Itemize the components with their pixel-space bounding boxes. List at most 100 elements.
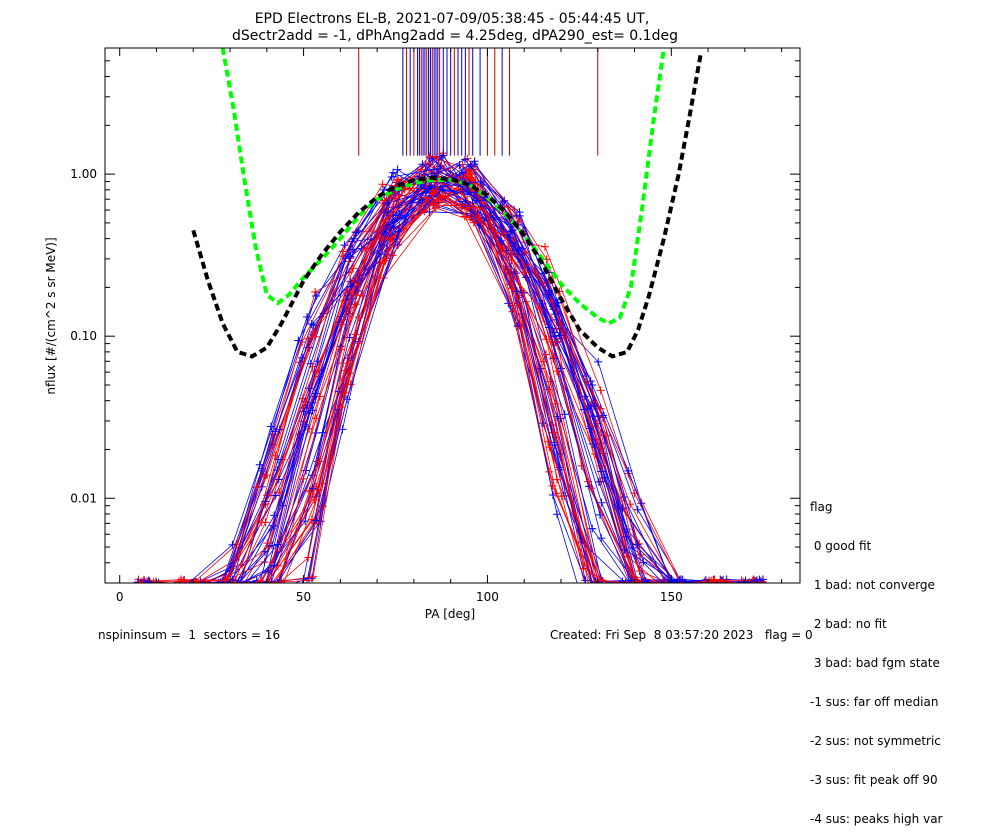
trace-point <box>508 225 517 234</box>
trace-point <box>575 587 583 595</box>
trace-point <box>252 483 261 492</box>
trace-point <box>389 168 398 177</box>
trace-point <box>263 588 271 596</box>
trace-point <box>512 287 521 296</box>
trace-point <box>753 584 761 592</box>
trace-point <box>594 477 603 486</box>
trace-line <box>176 164 706 583</box>
trace-point <box>520 268 529 277</box>
trace-point <box>465 213 474 222</box>
trace-point <box>216 591 224 599</box>
trace-point <box>717 584 725 592</box>
trace-point <box>154 587 162 595</box>
y-tick-label: 0.01 <box>70 491 97 505</box>
trace-line <box>198 173 639 583</box>
trace-point <box>713 585 721 593</box>
legend-item-bad-fgm: 3 bad: bad fgm state <box>810 656 940 670</box>
trace-line <box>191 188 727 583</box>
trace-point <box>716 591 724 599</box>
trace-point <box>178 590 186 598</box>
trace-point <box>221 591 229 599</box>
trace-point <box>596 582 598 583</box>
trace-point <box>180 590 188 598</box>
trace-point <box>232 586 240 594</box>
trace-point <box>219 578 228 583</box>
trace-point <box>751 584 759 592</box>
trace-line <box>189 172 714 583</box>
flag-legend: flag 0 good fit 1 bad: not converge 2 ba… <box>810 475 942 839</box>
trace-point <box>762 580 764 583</box>
trace-point <box>148 586 156 594</box>
trace-point <box>260 472 269 481</box>
trace-point <box>235 590 243 598</box>
trace-point <box>192 585 200 593</box>
trace-point <box>229 586 237 594</box>
trace-point <box>195 586 203 594</box>
trace-point <box>721 586 729 594</box>
trace-point <box>700 589 708 597</box>
trace-line <box>147 158 642 583</box>
trace-point <box>396 211 405 220</box>
trace-point <box>717 582 719 583</box>
trace-point <box>195 586 203 594</box>
trace-point <box>743 588 751 596</box>
trace-point <box>594 587 602 595</box>
trace-line <box>142 189 594 583</box>
trace-line <box>144 207 715 583</box>
trace-point <box>596 590 604 598</box>
trace-point <box>139 576 148 583</box>
trace-point <box>759 587 767 595</box>
y-tick-label: 1.00 <box>70 167 97 181</box>
trace-point <box>637 588 645 596</box>
trace-point <box>390 217 399 226</box>
trace-point <box>273 579 282 583</box>
trace-point <box>305 576 314 583</box>
trace-point <box>220 589 228 597</box>
trace-point <box>176 583 184 591</box>
footer-left: nspininsum = 1 sectors = 16 <box>98 628 281 642</box>
trace-point <box>714 590 722 598</box>
trace-line <box>171 174 628 583</box>
trace-point <box>625 585 633 593</box>
trace-line <box>240 195 647 583</box>
trace-point <box>231 590 239 598</box>
trace-point <box>683 587 691 595</box>
trace-point <box>713 589 721 597</box>
trace-point <box>275 585 283 593</box>
trace-point <box>757 591 765 599</box>
trace-point <box>133 587 141 595</box>
trace-point <box>255 584 263 592</box>
trace-point <box>560 410 569 419</box>
trace-point <box>429 199 438 208</box>
trace-point <box>582 587 590 595</box>
trace-point <box>148 584 156 592</box>
trace-point <box>705 588 713 596</box>
trace-point <box>255 460 264 469</box>
trace-line <box>189 188 752 583</box>
trace-point <box>718 587 726 595</box>
trace-point <box>226 589 234 597</box>
x-tick-label: 150 <box>660 590 683 604</box>
trace-point <box>714 586 722 594</box>
trace-point <box>428 154 437 163</box>
trace-point <box>173 586 181 594</box>
trace-line <box>187 191 656 583</box>
trace-point <box>514 217 523 226</box>
trace-point <box>711 588 719 596</box>
trace-point <box>179 585 187 593</box>
trace-line <box>260 179 739 583</box>
trace-point <box>600 473 609 482</box>
trace-line <box>216 192 665 583</box>
trace-point <box>234 589 242 597</box>
trace-point <box>147 590 155 598</box>
trace-point <box>298 353 307 362</box>
trace-point <box>712 587 720 595</box>
trace-line <box>137 195 734 583</box>
trace-line <box>233 211 764 583</box>
trace-point <box>639 589 647 597</box>
x-axis-label: PA [deg] <box>425 607 475 621</box>
trace-point <box>360 244 369 253</box>
trace-line <box>158 164 737 583</box>
trace-point <box>633 585 641 593</box>
trace-point <box>378 180 387 189</box>
